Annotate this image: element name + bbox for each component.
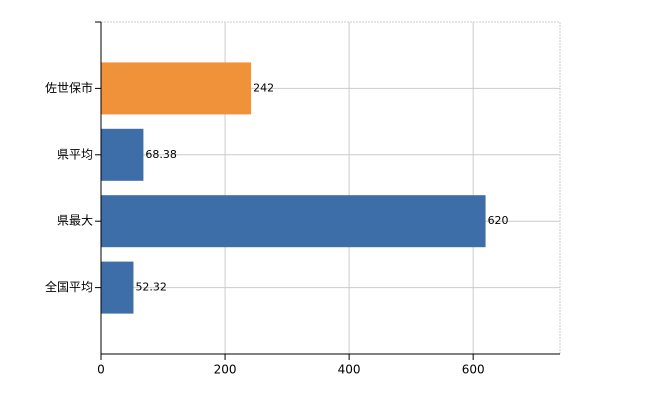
value-label: 620 xyxy=(488,214,509,227)
bar xyxy=(101,128,144,181)
x-tick-label: 200 xyxy=(214,363,237,377)
y-tick-label: 県平均 xyxy=(57,147,93,161)
y-tick-label: 佐世保市 xyxy=(45,80,93,95)
x-tick-label: 600 xyxy=(462,363,485,377)
bar xyxy=(101,62,252,115)
bar xyxy=(101,195,486,248)
y-tick-label: 全国平均 xyxy=(45,279,93,294)
bar xyxy=(101,261,134,314)
value-label: 52.32 xyxy=(135,281,167,294)
x-tick-label: 0 xyxy=(97,363,105,377)
value-label: 68.38 xyxy=(145,148,177,161)
value-label: 242 xyxy=(253,81,274,94)
y-tick-label: 県最大 xyxy=(57,214,93,228)
x-tick-label: 400 xyxy=(338,363,361,377)
